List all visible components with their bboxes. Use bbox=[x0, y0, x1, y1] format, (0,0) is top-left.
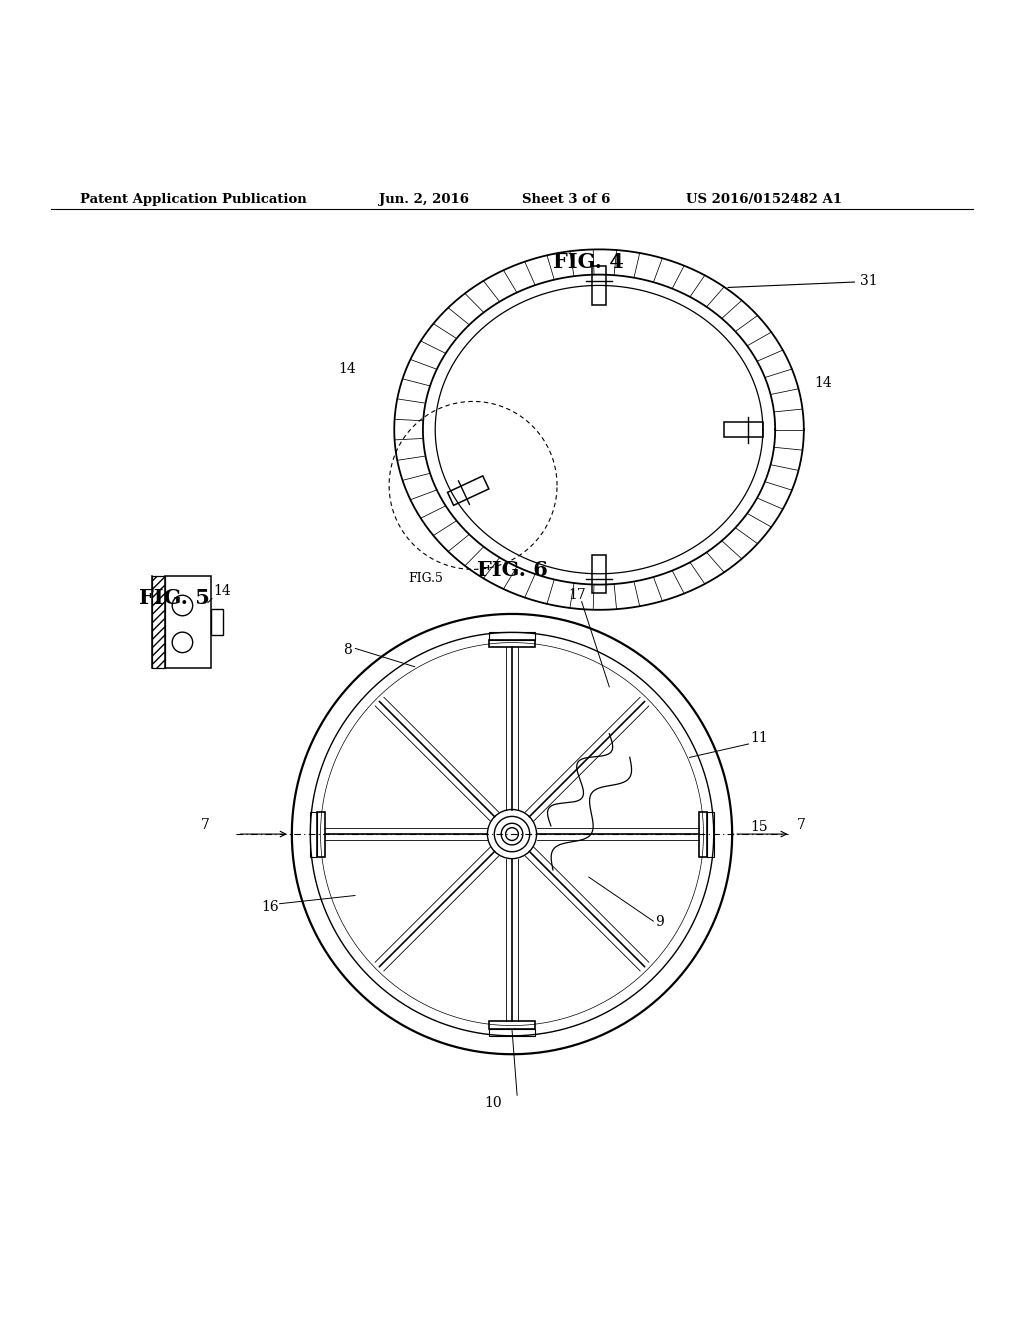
Text: 11: 11 bbox=[751, 731, 768, 744]
Text: 31: 31 bbox=[728, 275, 878, 289]
Text: 7: 7 bbox=[201, 818, 210, 832]
Text: 17: 17 bbox=[568, 587, 586, 602]
Text: 10: 10 bbox=[484, 1097, 503, 1110]
Text: 14: 14 bbox=[338, 362, 355, 376]
Text: FIG. 6: FIG. 6 bbox=[476, 560, 548, 579]
Text: 7: 7 bbox=[797, 818, 806, 832]
Text: 14: 14 bbox=[814, 376, 831, 389]
Text: 15: 15 bbox=[751, 820, 768, 834]
Text: US 2016/0152482 A1: US 2016/0152482 A1 bbox=[686, 193, 842, 206]
Text: FIG. 4: FIG. 4 bbox=[553, 252, 625, 272]
Text: FIG.5: FIG.5 bbox=[409, 572, 443, 585]
Text: 9: 9 bbox=[655, 915, 665, 929]
Text: Patent Application Publication: Patent Application Publication bbox=[80, 193, 306, 206]
Text: FIG. 5: FIG. 5 bbox=[138, 589, 210, 609]
Text: 8: 8 bbox=[343, 643, 352, 656]
Text: Sheet 3 of 6: Sheet 3 of 6 bbox=[522, 193, 610, 206]
Text: 16: 16 bbox=[261, 900, 279, 913]
Text: 14: 14 bbox=[213, 585, 230, 598]
Text: Jun. 2, 2016: Jun. 2, 2016 bbox=[379, 193, 469, 206]
